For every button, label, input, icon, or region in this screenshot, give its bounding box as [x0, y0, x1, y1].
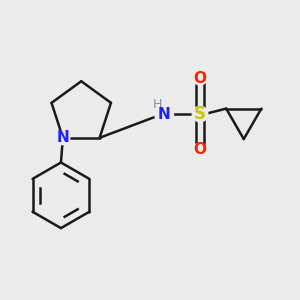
Text: N: N	[56, 130, 69, 145]
Circle shape	[193, 71, 207, 85]
Text: O: O	[194, 142, 206, 158]
Circle shape	[192, 106, 208, 122]
Circle shape	[193, 143, 207, 157]
Text: N: N	[158, 106, 170, 122]
Circle shape	[155, 105, 173, 123]
Text: S: S	[194, 105, 206, 123]
Text: H: H	[153, 98, 163, 111]
Circle shape	[56, 131, 70, 145]
Text: O: O	[194, 70, 206, 86]
